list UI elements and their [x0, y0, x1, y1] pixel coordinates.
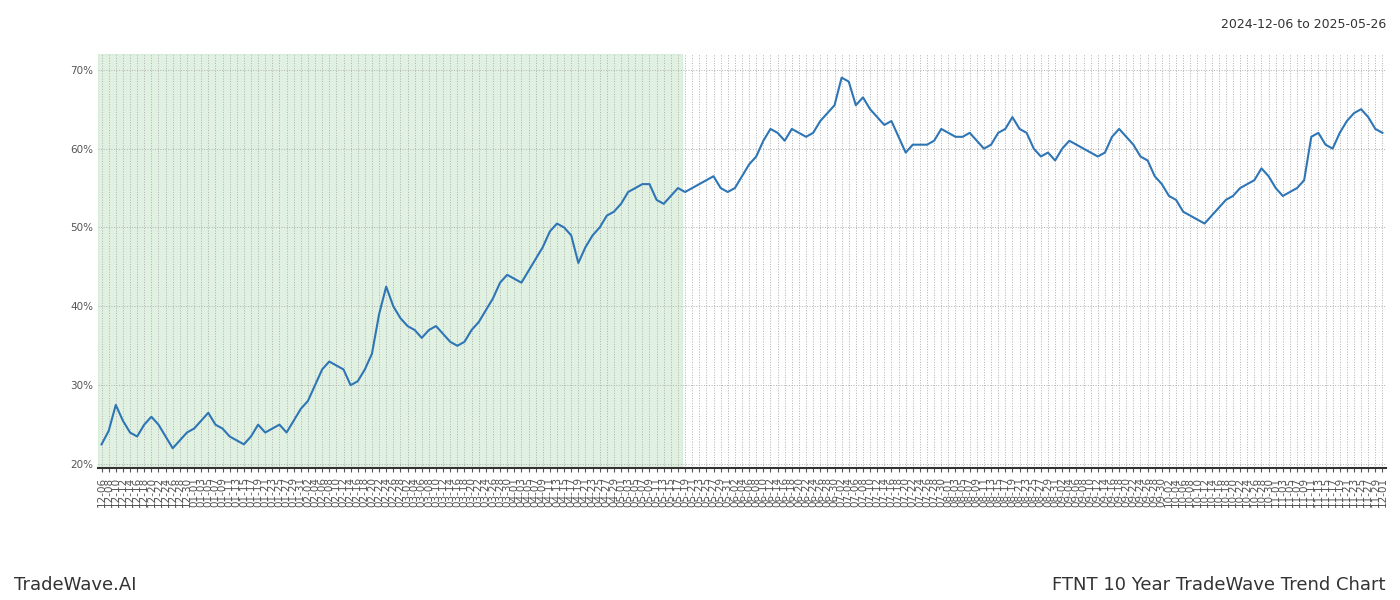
Text: 2024-12-06 to 2025-05-26: 2024-12-06 to 2025-05-26	[1221, 18, 1386, 31]
Bar	[98, 54, 682, 468]
Text: FTNT 10 Year TradeWave Trend Chart: FTNT 10 Year TradeWave Trend Chart	[1053, 576, 1386, 594]
Text: TradeWave.AI: TradeWave.AI	[14, 576, 137, 594]
